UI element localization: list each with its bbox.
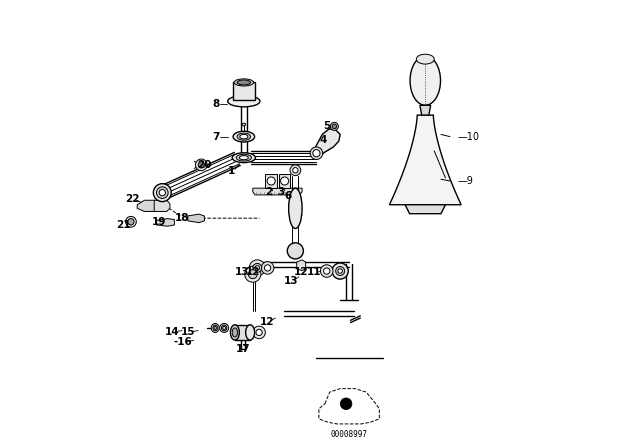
Circle shape <box>264 265 271 271</box>
Circle shape <box>280 177 289 185</box>
Circle shape <box>287 243 303 259</box>
Text: 22: 22 <box>125 194 140 204</box>
Text: 3: 3 <box>277 187 285 197</box>
Circle shape <box>256 329 262 336</box>
Ellipse shape <box>237 80 251 85</box>
Circle shape <box>310 147 323 159</box>
Bar <box>233 82 255 100</box>
Text: 8: 8 <box>212 99 220 109</box>
Polygon shape <box>405 205 445 214</box>
Text: 12: 12 <box>260 317 275 327</box>
Polygon shape <box>154 200 170 211</box>
Ellipse shape <box>213 325 218 331</box>
Circle shape <box>248 270 257 279</box>
Text: —10: —10 <box>458 132 480 142</box>
Circle shape <box>340 398 352 409</box>
Circle shape <box>292 168 298 173</box>
Text: 19: 19 <box>152 217 166 227</box>
Circle shape <box>249 260 266 276</box>
Text: 1: 1 <box>228 166 235 176</box>
Ellipse shape <box>246 325 255 340</box>
Polygon shape <box>389 115 461 205</box>
Polygon shape <box>315 129 340 156</box>
Circle shape <box>253 326 266 339</box>
Text: 15: 15 <box>181 327 196 336</box>
Circle shape <box>154 184 172 202</box>
Text: 00008997: 00008997 <box>331 430 367 439</box>
Polygon shape <box>157 219 174 226</box>
Circle shape <box>198 162 204 168</box>
Circle shape <box>195 159 207 171</box>
Circle shape <box>332 124 337 129</box>
Text: 2: 2 <box>266 187 273 197</box>
Circle shape <box>261 262 274 274</box>
Circle shape <box>157 187 168 198</box>
Text: 4: 4 <box>319 135 326 145</box>
Ellipse shape <box>234 79 253 86</box>
Text: 13: 13 <box>236 267 250 277</box>
Circle shape <box>253 263 262 272</box>
Ellipse shape <box>236 154 252 161</box>
Polygon shape <box>297 260 306 271</box>
Ellipse shape <box>289 188 302 228</box>
Text: 13: 13 <box>284 276 298 286</box>
Bar <box>235 325 250 340</box>
Bar <box>279 174 291 188</box>
Circle shape <box>267 177 275 185</box>
Text: 12: 12 <box>294 267 308 277</box>
Circle shape <box>290 165 301 176</box>
Circle shape <box>128 219 134 225</box>
Circle shape <box>324 268 330 274</box>
Ellipse shape <box>232 153 255 163</box>
Text: 12: 12 <box>246 267 260 277</box>
Ellipse shape <box>211 323 220 332</box>
Ellipse shape <box>232 328 237 337</box>
Circle shape <box>313 150 320 157</box>
Circle shape <box>159 190 166 196</box>
Ellipse shape <box>242 123 246 126</box>
Text: 14: 14 <box>165 327 179 336</box>
Ellipse shape <box>237 133 251 140</box>
Text: 11: 11 <box>307 267 321 277</box>
Circle shape <box>338 269 342 273</box>
Polygon shape <box>253 188 302 195</box>
Text: 7: 7 <box>212 132 220 142</box>
Ellipse shape <box>221 325 227 331</box>
Circle shape <box>330 122 339 130</box>
Text: 18: 18 <box>175 213 189 223</box>
Bar <box>266 174 277 188</box>
Polygon shape <box>137 200 159 211</box>
Ellipse shape <box>417 54 435 64</box>
Polygon shape <box>420 105 431 115</box>
Text: 21: 21 <box>116 220 130 230</box>
Ellipse shape <box>410 56 440 105</box>
Text: 17: 17 <box>236 344 250 353</box>
Ellipse shape <box>239 155 248 160</box>
Text: 6: 6 <box>284 191 291 201</box>
Circle shape <box>125 216 136 227</box>
Ellipse shape <box>214 326 216 330</box>
Ellipse shape <box>223 326 225 330</box>
Text: 20: 20 <box>197 160 212 170</box>
Ellipse shape <box>220 323 228 332</box>
Polygon shape <box>188 214 204 223</box>
Text: 5: 5 <box>324 121 331 131</box>
Circle shape <box>255 266 260 270</box>
Circle shape <box>332 263 348 279</box>
Ellipse shape <box>240 134 248 139</box>
Text: -16: -16 <box>173 337 192 347</box>
Ellipse shape <box>230 325 239 340</box>
Circle shape <box>321 265 333 277</box>
Ellipse shape <box>233 131 255 142</box>
Circle shape <box>244 266 261 282</box>
Circle shape <box>336 267 345 276</box>
Text: —9: —9 <box>458 176 474 186</box>
Ellipse shape <box>228 96 260 107</box>
